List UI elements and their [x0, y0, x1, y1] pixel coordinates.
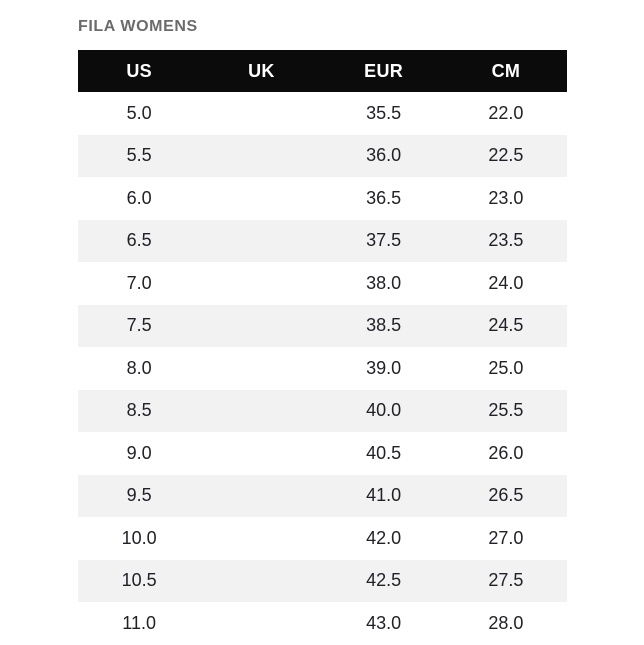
table-row: 9.5 41.0 26.5: [78, 474, 567, 517]
table-cell: 6.5: [126, 230, 152, 251]
table-cell: 38.5: [366, 315, 402, 336]
column-header-us: US: [126, 60, 152, 81]
table-cell: 36.0: [366, 145, 402, 166]
table-cell: 39.0: [366, 357, 402, 378]
table-cell: 42.0: [366, 527, 402, 548]
table-cell: 23.0: [488, 187, 524, 208]
table-cell: 7.0: [126, 272, 152, 293]
table-cell: 37.5: [366, 230, 402, 251]
table-row: 10.0 42.0 27.0: [78, 517, 567, 560]
table-cell: 40.0: [366, 400, 402, 421]
table-row: 5.5 36.0 22.5: [78, 134, 567, 177]
table-row: 9.0 40.5 26.0: [78, 432, 567, 475]
table-row: 10.5 42.5 27.5: [78, 559, 567, 602]
table-cell: 8.5: [126, 400, 152, 421]
table-cell: 35.5: [366, 102, 402, 123]
table-row: 7.5 38.5 24.5: [78, 304, 567, 347]
table-cell: 41.0: [366, 485, 402, 506]
table-cell: 27.5: [488, 570, 524, 591]
table-cell: 9.5: [126, 485, 152, 506]
table-cell: 25.5: [488, 400, 524, 421]
table-row: 5.0 35.5 22.0: [78, 92, 567, 135]
size-conversion-table: US UK EUR CM 5.0 35.5 22.0 5.5 36.0 22.5 6.0 36…: [78, 50, 567, 645]
table-row: 8.0 39.0 25.0: [78, 347, 567, 390]
chart-title: FILA WOMENS: [78, 18, 198, 35]
table-cell: 38.0: [366, 272, 402, 293]
table-cell: 23.5: [488, 230, 524, 251]
table-row: 11.0 43.0 28.0: [78, 602, 567, 645]
table-row: 6.5 37.5 23.5: [78, 219, 567, 262]
column-header-uk: UK: [248, 60, 275, 81]
table-cell: 5.5: [126, 145, 152, 166]
table-cell: 22.5: [488, 145, 524, 166]
table-cell: 8.0: [126, 357, 152, 378]
table-cell: 36.5: [366, 187, 402, 208]
table-row: 8.5 40.0 25.5: [78, 389, 567, 432]
table-cell: 10.5: [121, 570, 157, 591]
table-cell: 10.0: [121, 527, 157, 548]
table-body: 5.0 35.5 22.0 5.5 36.0 22.5 6.0 36.5 23.0 6.5 37.5…: [78, 92, 567, 645]
table-cell: 22.0: [488, 102, 524, 123]
table-cell: 6.0: [126, 187, 152, 208]
table-cell: 27.0: [488, 527, 524, 548]
table-row: 6.0 36.5 23.0: [78, 177, 567, 220]
table-cell: 26.5: [488, 485, 524, 506]
table-cell: 43.0: [366, 612, 402, 633]
table-cell: 7.5: [126, 315, 152, 336]
column-header-eur: EUR: [364, 60, 404, 81]
table-cell: 24.5: [488, 315, 524, 336]
table-row: 7.0 38.0 24.0: [78, 262, 567, 305]
table-cell: 9.0: [126, 442, 152, 463]
table-cell: 5.0: [126, 102, 152, 123]
table-cell: 26.0: [488, 442, 524, 463]
table-cell: 24.0: [488, 272, 524, 293]
table-cell: 28.0: [488, 612, 524, 633]
column-header-cm: CM: [491, 60, 521, 81]
table-cell: 42.5: [366, 570, 402, 591]
table-cell: 40.5: [366, 442, 402, 463]
table-cell: 25.0: [488, 357, 524, 378]
table-header-row: US UK EUR CM: [78, 50, 567, 92]
table-cell: 11.0: [122, 612, 156, 633]
